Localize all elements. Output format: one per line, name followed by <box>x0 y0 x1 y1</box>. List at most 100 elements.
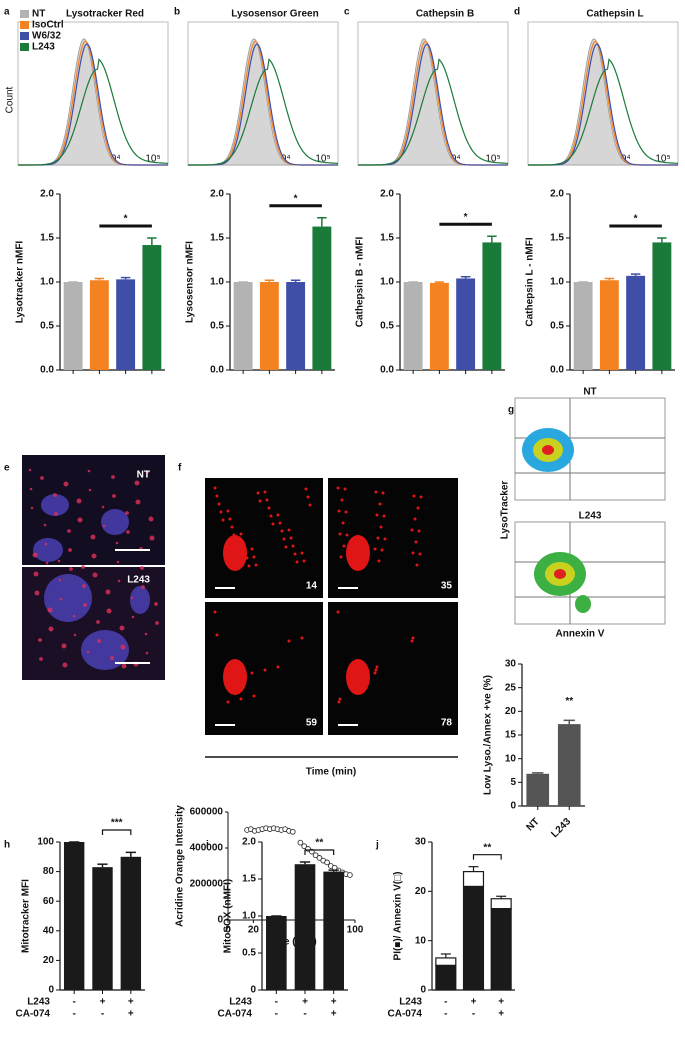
lysosome <box>247 564 251 568</box>
cell-cluster <box>346 659 370 695</box>
y-tick-label: 0.5 <box>210 321 224 332</box>
lysosome <box>34 590 40 596</box>
lysosome <box>340 498 344 502</box>
y-tick-label: 1.0 <box>210 277 224 288</box>
panel-letter: f <box>178 463 182 474</box>
lysosome <box>337 509 341 513</box>
y-tick-label: 0.0 <box>380 365 394 376</box>
lysosome <box>415 563 419 567</box>
condition-mark: - <box>444 1009 447 1020</box>
lysosome <box>411 551 415 555</box>
lysosome <box>134 480 140 486</box>
lysosome <box>413 517 417 521</box>
lysosome <box>339 555 343 559</box>
lysosome <box>88 488 92 492</box>
frame-time: 59 <box>306 718 318 729</box>
micrograph-label: L243 <box>127 575 150 586</box>
y-tick-label: 0 <box>510 801 516 812</box>
significance-label: * <box>634 214 638 225</box>
histogram-curve <box>18 58 169 166</box>
data-point <box>316 855 323 861</box>
lysosome <box>86 650 90 654</box>
y-tick-label: 1.5 <box>242 874 256 885</box>
lysosome <box>119 625 125 631</box>
x-tick-label: NT <box>525 816 542 833</box>
lysosome <box>112 494 116 498</box>
lysosome <box>72 614 76 618</box>
lysosome <box>263 490 267 494</box>
y-tick-label: 0 <box>250 985 256 996</box>
histogram-title: Cathepsin B <box>416 9 474 20</box>
lysosome <box>43 523 47 527</box>
lysosome <box>343 487 347 491</box>
lysosome <box>219 510 223 514</box>
lysosome <box>47 607 53 613</box>
lysosome <box>250 671 254 675</box>
condition-mark: - <box>72 1009 75 1020</box>
significance-label: * <box>464 212 468 223</box>
lysosome <box>306 495 310 499</box>
lysosome <box>87 469 91 473</box>
bar <box>456 278 476 370</box>
lysosome <box>83 603 87 607</box>
y-axis-label: Lysosensor nMFI <box>185 241 196 323</box>
lysosome <box>97 639 101 643</box>
lysosome <box>373 671 377 675</box>
y-tick-label: 1.5 <box>40 233 54 244</box>
density-outer <box>575 595 591 613</box>
lysosome <box>90 534 96 540</box>
lysosome <box>377 559 381 563</box>
y-tick-label: 0 <box>48 985 54 996</box>
y-tick-label: 1.0 <box>242 911 256 922</box>
bar <box>116 279 136 370</box>
lysosome <box>67 529 71 533</box>
bar <box>233 282 253 370</box>
lysosome <box>300 551 304 555</box>
lysosome <box>81 565 85 569</box>
histogram-title: Lysosensor Green <box>231 9 318 20</box>
micrograph-label: NT <box>137 470 150 481</box>
lysosome <box>252 555 256 559</box>
legend-swatch <box>20 32 29 40</box>
y-axis-label: Acridine Orange Intensity <box>175 805 186 927</box>
lysosome <box>418 552 422 556</box>
time-lapse-frame <box>205 478 323 598</box>
lysosome <box>101 505 105 509</box>
lysosome <box>252 694 256 698</box>
lysosome <box>289 536 293 540</box>
lysosome <box>213 486 217 490</box>
lysosome <box>117 579 121 583</box>
lysosome <box>287 528 291 532</box>
y-tick-label: 1.0 <box>550 277 564 288</box>
lysosome <box>110 656 114 660</box>
panel-letter: b <box>174 7 180 18</box>
bar <box>652 242 672 370</box>
lysosome <box>82 584 86 588</box>
condition-mark: - <box>444 997 447 1008</box>
y-tick-label: 200000 <box>190 879 224 890</box>
lysosome <box>217 502 221 506</box>
legend-label: L243 <box>32 42 55 53</box>
bar-segment <box>435 957 457 966</box>
lysosome <box>263 668 267 672</box>
significance-label: *** <box>111 818 123 829</box>
condition-mark: + <box>128 997 134 1008</box>
lysosome <box>254 563 258 567</box>
bar <box>89 280 109 370</box>
y-tick-label: 10 <box>505 753 517 764</box>
panel-letter: g <box>508 405 514 416</box>
y-tick-label: 1.0 <box>40 277 54 288</box>
data-point <box>324 859 330 866</box>
lysosome <box>149 535 155 541</box>
lysosome <box>374 490 378 494</box>
y-tick-label: 20 <box>43 955 55 966</box>
bar <box>429 282 449 370</box>
legend-label: IsoCtrl <box>32 20 64 31</box>
lysosome <box>77 517 83 523</box>
legend-swatch <box>20 21 29 29</box>
lysosome <box>54 512 58 516</box>
panel-letter: d <box>514 7 520 18</box>
bar <box>266 916 287 990</box>
lysosome <box>300 636 304 640</box>
